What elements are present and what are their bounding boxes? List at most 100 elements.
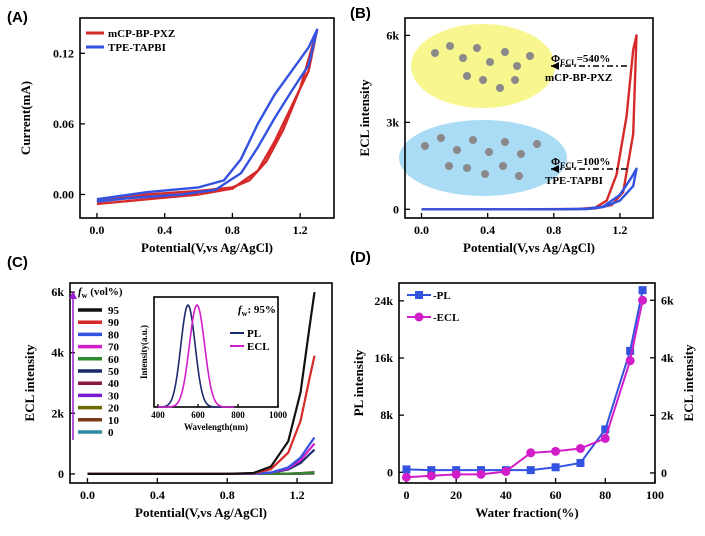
y-axis-label: Current(mA) xyxy=(18,81,33,155)
legend-label: 70 xyxy=(108,342,120,354)
y-tick-label: 0 xyxy=(387,465,393,479)
atom xyxy=(486,58,494,66)
data-point-ecl xyxy=(551,446,561,456)
data-point-ecl xyxy=(451,469,461,479)
panel-label: (A) xyxy=(7,9,28,26)
atom xyxy=(479,76,487,84)
inset-series-pl xyxy=(158,303,234,408)
y-right-tick-label: 0 xyxy=(661,466,667,480)
plot-frame xyxy=(69,282,333,484)
atom xyxy=(517,150,525,158)
data-point-pl xyxy=(427,466,436,475)
data-point-ecl xyxy=(600,433,610,443)
inset-series-ecl xyxy=(158,303,234,408)
inset-x-axis-label: Wavelength(nm) xyxy=(184,422,248,432)
legend-label: 80 xyxy=(108,329,120,341)
data-point-ecl xyxy=(426,471,436,481)
atom xyxy=(473,44,481,52)
y-right-tick-label: 4k xyxy=(661,351,674,365)
data-point-ecl xyxy=(575,443,585,453)
annotation-arrowhead xyxy=(551,165,559,173)
legend-label: TPE-TAPBI xyxy=(108,42,166,54)
y-tick-label: 0.00 xyxy=(53,187,74,201)
panel-b: (B) 0.0 0.4 0.8 1.2 0 3k 6k Potential(V,vs Ag/Ag… xyxy=(350,5,654,255)
x-tick-label: 80 xyxy=(599,488,611,502)
series-line-fw-95 xyxy=(87,291,316,475)
data-point-pl xyxy=(576,459,585,467)
atom xyxy=(445,162,453,170)
series-line-tpe-tapbi xyxy=(421,167,638,211)
molecule-highlight-yellow xyxy=(411,24,555,108)
y-tick-label: 0 xyxy=(58,467,64,481)
inset-y-axis-label: Intensity(a.u.) xyxy=(139,325,149,379)
legend-title: fw (vol%) xyxy=(78,286,123,300)
atom xyxy=(496,84,504,92)
data-point-pl xyxy=(626,346,635,355)
y-axis-label: ECL intensity xyxy=(22,344,37,421)
y-axis-label: ECL intensity xyxy=(357,79,372,156)
data-point-ecl xyxy=(476,469,486,479)
series-line-ecl xyxy=(406,300,644,479)
legend-label: 60 xyxy=(108,354,120,366)
x-tick-label: 20 xyxy=(450,488,462,502)
y-axis-label: PL intensity xyxy=(351,349,366,416)
legend-label: 30 xyxy=(108,390,120,402)
x-tick-label: 0.4 xyxy=(480,223,495,237)
x-tick-label: 0.8 xyxy=(225,223,240,237)
data-point-pl xyxy=(526,466,535,475)
plot-frame xyxy=(398,282,656,484)
data-point-pl xyxy=(601,425,610,434)
x-tick-label: 0.4 xyxy=(157,223,172,237)
x-tick-label: 0.0 xyxy=(89,223,104,237)
legend-label: 95 xyxy=(108,305,120,317)
legend-label: 0 xyxy=(108,427,114,439)
legend-label: -PL xyxy=(433,290,451,302)
y-tick-label: 0.12 xyxy=(53,46,74,60)
x-tick-label: 0.4 xyxy=(150,488,165,502)
atom xyxy=(437,134,445,142)
y-right-tick-label: 6k xyxy=(661,293,674,307)
atom xyxy=(463,72,471,80)
legend-label: 90 xyxy=(108,317,120,329)
panel-label: (C) xyxy=(7,254,28,271)
x-axis-label: Potential(V,vs Ag/AgCl) xyxy=(463,240,595,255)
panel-c: (C) 0.0 0.4 0.8 1.2 0 2k 4k 6k Potential(V,vs Ag/… xyxy=(7,254,333,520)
legend-label: mCP-BP-PXZ xyxy=(108,28,175,40)
plot-frame xyxy=(404,17,654,219)
y-tick-label: 8k xyxy=(380,408,393,422)
x-axis-label: Potential(V,vs Ag/AgCl) xyxy=(141,240,273,255)
panel-label: (D) xyxy=(350,249,371,266)
atom xyxy=(481,170,489,178)
y-tick-label: 0 xyxy=(393,202,399,216)
inset-x-tick-label: 800 xyxy=(231,410,245,420)
x-tick-label: 0.8 xyxy=(220,488,235,502)
x-tick-label: 60 xyxy=(550,488,562,502)
legend-marker xyxy=(415,291,423,299)
legend-label: 20 xyxy=(108,403,120,415)
phi-annotation: ΦECL=100% xyxy=(551,156,610,170)
x-tick-label: 0.0 xyxy=(414,223,429,237)
atom xyxy=(501,138,509,146)
panel-label: (B) xyxy=(350,5,371,22)
y-tick-label: 3k xyxy=(386,115,399,129)
x-tick-label: 0.8 xyxy=(546,223,561,237)
data-point-ecl xyxy=(501,466,511,476)
series-line-mcp-bp-pxz xyxy=(96,28,319,206)
legend-label: -ECL xyxy=(433,312,459,324)
x-tick-label: 1.2 xyxy=(612,223,627,237)
data-point-ecl xyxy=(526,448,536,458)
x-axis-label: Water fraction(%) xyxy=(475,505,578,520)
atom xyxy=(501,48,509,56)
atom xyxy=(533,140,541,148)
x-tick-label: 1.2 xyxy=(293,223,308,237)
panel-a: (A) 0.0 0.4 0.8 1.2 0.00 0.06 0.12 Potential(V,v… xyxy=(7,9,335,255)
atom xyxy=(499,162,507,170)
data-point-pl xyxy=(551,463,560,472)
panel-d: (D) 0 20 40 60 80 100 0 8k 16k 24k Water fraction(%… xyxy=(350,249,696,520)
y-tick-label: 16k xyxy=(374,351,393,365)
atom xyxy=(513,62,521,70)
annotation-label: TPE-TAPBI xyxy=(545,175,603,187)
y-tick-label: 6k xyxy=(51,285,64,299)
